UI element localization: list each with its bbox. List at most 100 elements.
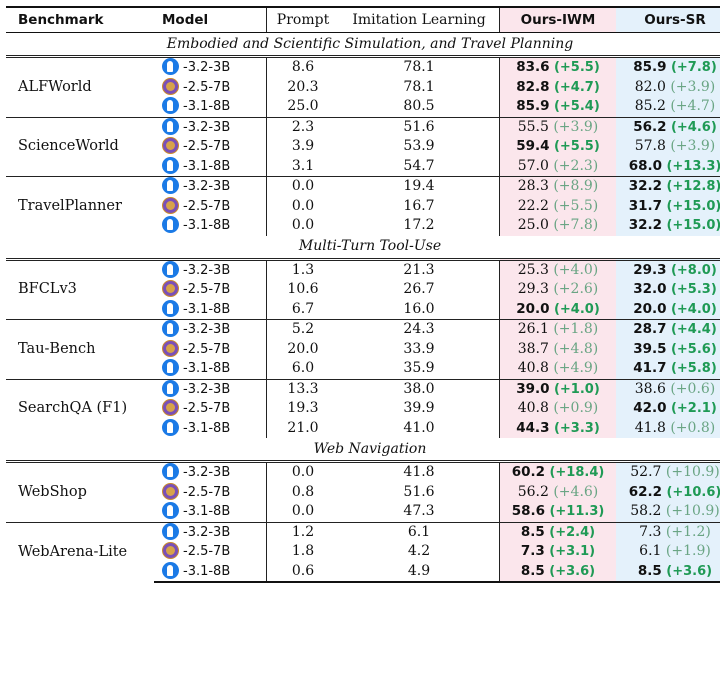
- ours-iwm-value: 55.5: [517, 118, 549, 135]
- ours-sr-delta: (+4.0): [670, 301, 717, 317]
- ours-iwm-delta: (+0.9): [553, 400, 599, 417]
- model-cell: -3.1-8B: [154, 418, 267, 439]
- imitation-learning-value: 6.1: [339, 521, 500, 542]
- table-row: WebArena-Lite -3.2-3B 1.2 6.1 8.5 (+2.4) 7.3 …: [6, 521, 720, 582]
- ours-sr-cell: 82.0 (+3.9): [616, 77, 720, 97]
- ours-iwm-cell: 83.6 (+5.5): [499, 55, 616, 78]
- ours-sr-delta: (+10.6): [666, 484, 720, 500]
- ours-iwm-delta: (+11.3): [549, 504, 605, 520]
- model-name: -2.5-7B: [183, 401, 231, 417]
- imitation-learning-value: 78.1: [339, 55, 500, 78]
- benchmark-name: ALFWorld: [6, 55, 154, 117]
- model-name: -3.1-8B: [183, 361, 231, 377]
- benchmark-name: WebShop: [6, 460, 154, 522]
- prompt-value: 0.0: [266, 176, 339, 197]
- prompt-value: 5.2: [266, 319, 339, 340]
- ours-sr-value: 58.2: [630, 503, 662, 520]
- header-prompt: Prompt: [266, 6, 339, 33]
- ours-sr-delta: (+15.0): [666, 198, 720, 214]
- ours-iwm-value: 56.2: [517, 483, 549, 500]
- model-name: -2.5-7B: [183, 282, 231, 298]
- prompt-value: 8.6: [266, 55, 339, 78]
- ours-iwm-delta: (+5.4): [553, 99, 600, 115]
- ours-iwm-cell: 26.1 (+1.8): [499, 319, 616, 340]
- ours-sr-value: 68.0: [628, 157, 662, 174]
- table-row: -2.5-7B 1.8 4.2 7.3 (+3.1) 6.1 (+1.9): [6, 542, 720, 562]
- imitation-learning-value: 21.3: [339, 257, 500, 280]
- ours-iwm-value: 85.9: [516, 98, 550, 115]
- ours-sr-cell: 20.0 (+4.0): [616, 299, 720, 320]
- ours-sr-cell: 32.2 (+15.0): [616, 216, 720, 236]
- model-cell: -2.5-7B: [154, 280, 267, 300]
- prompt-value: 20.0: [266, 339, 339, 359]
- ours-sr-delta: (+2.1): [670, 401, 717, 417]
- llama-icon: [162, 502, 179, 520]
- ours-iwm-delta: (+4.6): [553, 483, 599, 500]
- table-row: -3.1-8B 3.1 54.7 57.0 (+2.3) 68.0 (+13.3): [6, 156, 720, 177]
- table-row: ALFWorld -3.2-3B 8.6 78.1 83.6 (+5.5) 85.9 (+…: [6, 55, 720, 117]
- ours-iwm-cell: 55.5 (+3.9): [499, 116, 616, 137]
- table-row: -2.5-7B 10.6 26.7 29.3 (+2.6) 32.0 (+5.3): [6, 280, 720, 300]
- llama-icon: [162, 97, 179, 115]
- ours-sr-delta: (+5.8): [670, 361, 717, 377]
- model-cell: -3.2-3B: [154, 176, 267, 197]
- table-row: -2.5-7B 0.8 51.6 56.2 (+4.6) 62.2 (+10.6): [6, 482, 720, 502]
- ours-iwm-value: 44.3: [516, 419, 550, 436]
- model-name: -3.2-3B: [183, 524, 231, 540]
- imitation-learning-value: 4.9: [339, 561, 500, 583]
- ours-iwm-delta: (+4.0): [553, 261, 599, 278]
- ours-sr-value: 85.9: [633, 59, 667, 76]
- section-title: Embodied and Scientific Simulation, and …: [6, 32, 720, 57]
- model-cell: -3.1-8B: [154, 502, 267, 522]
- ours-iwm-delta: (+2.4): [549, 524, 596, 540]
- ours-sr-value: 32.2: [628, 178, 662, 195]
- ours-sr-value: 42.0: [633, 400, 667, 417]
- model-cell: -3.1-8B: [154, 97, 267, 117]
- qwen-icon: [162, 542, 179, 560]
- model-name: -3.2-3B: [183, 262, 231, 278]
- qwen-icon: [162, 196, 179, 214]
- ours-sr-cell: 32.0 (+5.3): [616, 280, 720, 300]
- imitation-learning-value: 16.0: [403, 300, 435, 317]
- imitation-learning-value: 41.0: [403, 419, 435, 436]
- imitation-learning-value: 17.2: [403, 217, 435, 234]
- ours-sr-delta: (+3.6): [666, 563, 713, 579]
- ours-iwm-cell: 82.8 (+4.7): [499, 77, 616, 97]
- ours-sr-value: 85.2: [634, 98, 666, 115]
- llama-icon: [162, 260, 179, 278]
- table-row: TravelPlanner -3.2-3B 0.0 19.4 28.3 (+8.9) 32…: [6, 176, 720, 236]
- prompt-value: 20.3: [266, 77, 339, 97]
- ours-sr-value: 6.1: [639, 543, 662, 560]
- llama-icon: [162, 522, 179, 540]
- table-row: -2.5-7B 20.0 33.9 38.7 (+4.8) 39.5 (+5.6): [6, 339, 720, 359]
- ours-sr-delta: (+3.9): [670, 78, 716, 95]
- table-row: -2.5-7B 20.3 78.1 82.8 (+4.7) 82.0 (+3.9): [6, 77, 720, 97]
- ours-sr-value: 8.5: [637, 562, 662, 579]
- ours-sr-value: 7.3: [639, 523, 662, 540]
- prompt-value: 13.3: [266, 378, 339, 399]
- table-row: BFCLv3 -3.2-3B 1.3 21.3 25.3 (+4.0) 29.3 (+8.…: [6, 257, 720, 320]
- model-cell: -2.5-7B: [154, 137, 267, 157]
- ours-sr-delta: (+10.9): [665, 503, 720, 520]
- qwen-icon: [162, 339, 179, 357]
- imitation-learning-value: 35.9: [403, 360, 435, 377]
- model-name: -2.5-7B: [183, 544, 231, 560]
- ours-iwm-delta: (+1.8): [553, 321, 599, 338]
- table-row: WebShop -3.2-3B 0.0 41.8 60.2 (+18.4) 52.7 (+…: [6, 460, 720, 522]
- section-row: Embodied and Scientific Simulation, and …: [6, 32, 720, 57]
- ours-sr-value: 52.7: [630, 464, 662, 481]
- prompt-value: 1.3: [266, 257, 339, 280]
- ours-iwm-value: 26.1: [517, 321, 549, 338]
- model-cell: -3.2-3B: [154, 521, 267, 542]
- ours-sr-delta: (+8.0): [670, 262, 717, 278]
- ours-iwm-cell: 25.0 (+7.8): [499, 216, 616, 236]
- ours-iwm-delta: (+2.3): [553, 157, 599, 174]
- benchmark-name: TravelPlanner: [6, 176, 154, 236]
- ours-sr-cell: 6.1 (+1.9): [616, 542, 720, 562]
- results-table: Benchmark Model Prompt Imitation Learnin…: [6, 6, 720, 583]
- imitation-learning-value: 4.2: [407, 543, 431, 560]
- ours-sr-value: 41.8: [634, 419, 666, 436]
- ours-iwm-value: 22.2: [517, 197, 549, 214]
- prompt-value: 0.0: [266, 502, 339, 522]
- benchmark-name: ScienceWorld: [6, 116, 154, 177]
